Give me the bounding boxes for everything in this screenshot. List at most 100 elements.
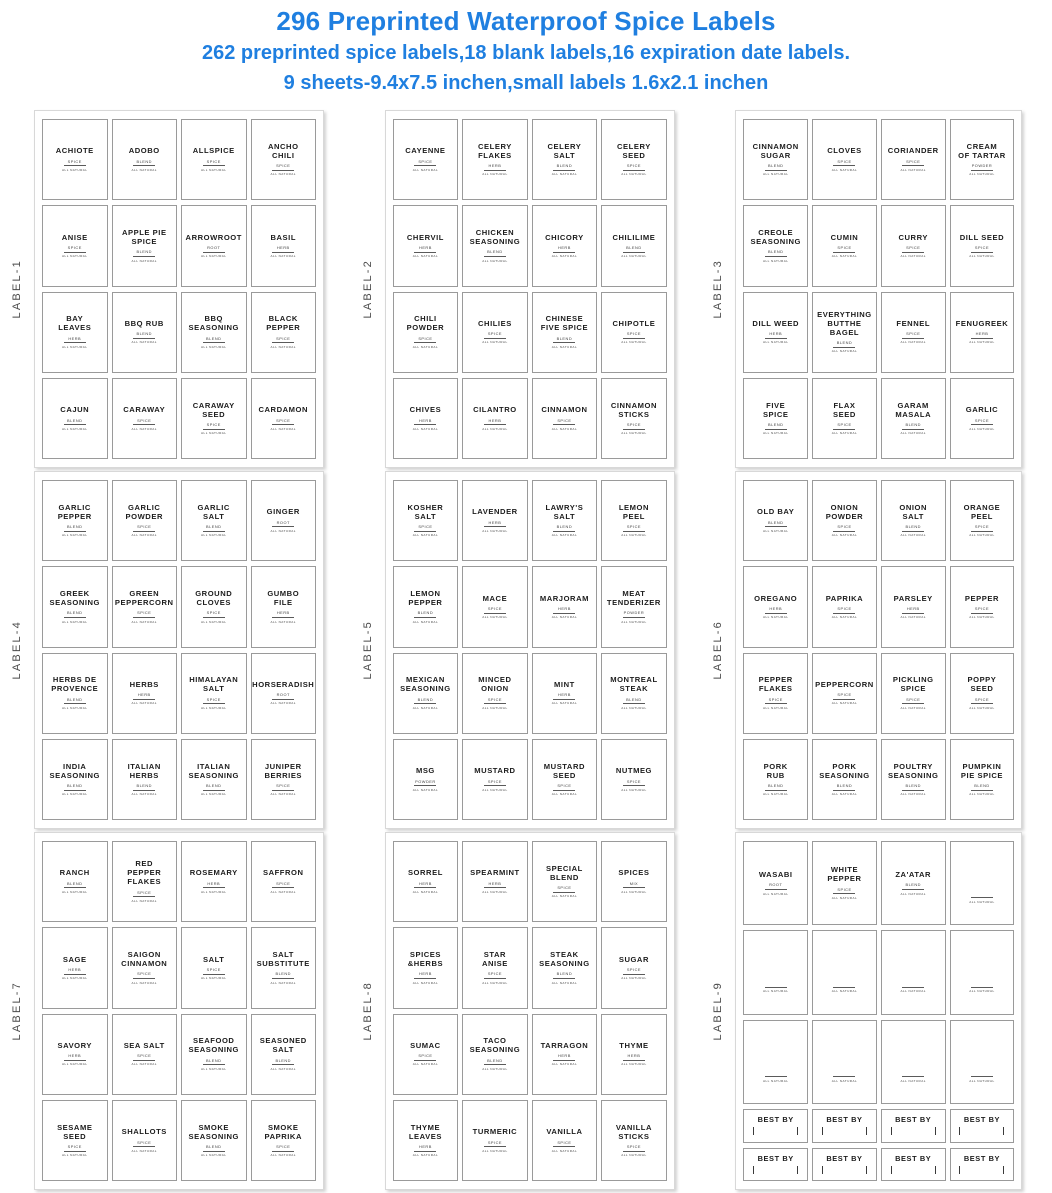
spice-label[interactable]: VANILLA SPICE ALL NATURAL (531, 1099, 598, 1181)
blank-label[interactable]: ALL NATURAL (812, 1019, 877, 1105)
spice-label[interactable]: GUMBO FILE HERB ALL NATURAL (250, 566, 316, 648)
spice-label[interactable]: ONION SALT BLEND ALL NATURAL (880, 480, 946, 562)
blank-label[interactable]: ALL NATURAL (880, 1019, 946, 1105)
spice-label[interactable]: ACHIOTE SPICE ALL NATURAL (42, 119, 108, 201)
spice-label[interactable]: LEMON PEPPER BLEND ALL NATURAL (392, 566, 459, 648)
spice-label[interactable]: FENNEL SPICE ALL NATURAL (880, 291, 946, 373)
spice-label[interactable]: VANILLA STICKS SPICE ALL NATURAL (601, 1099, 667, 1181)
spice-label[interactable]: BAY LEAVES HERB ALL NATURAL (42, 291, 108, 373)
spice-label[interactable]: BLACK PEPPER SPICE ALL NATURAL (250, 291, 316, 373)
expiration-date-label[interactable]: BEST BY (743, 1109, 809, 1143)
spice-label[interactable]: SEA SALT SPICE ALL NATURAL (111, 1013, 177, 1095)
spice-label[interactable]: PARSLEY HERB ALL NATURAL (880, 566, 946, 648)
expiration-date-label[interactable]: BEST BY (743, 1147, 809, 1181)
spice-label[interactable]: HERBS HERB ALL NATURAL (111, 652, 177, 734)
spice-label[interactable]: ANISE SPICE ALL NATURAL (42, 205, 108, 287)
blank-label[interactable]: ALL NATURAL (812, 930, 877, 1015)
spice-label[interactable]: ITALIAN SEASONING BLEND ALL NATURAL (181, 738, 247, 820)
spice-label[interactable]: ROSEMARY HERB ALL NATURAL (181, 841, 247, 923)
expiration-date-label[interactable]: BEST BY (880, 1147, 946, 1181)
spice-label[interactable]: GARLIC SALT BLEND ALL NATURAL (181, 480, 247, 562)
spice-label[interactable]: CREAM OF TARTAR POWDER ALL NATURAL (949, 119, 1015, 201)
spice-label[interactable]: SHALLOTS SPICE ALL NATURAL (111, 1099, 177, 1181)
spice-label[interactable]: PEPPERCORN SPICE ALL NATURAL (812, 652, 877, 734)
spice-label[interactable]: THYME HERB ALL NATURAL (601, 1013, 667, 1095)
label-sheet-1[interactable]: ACHIOTE SPICE ALL NATURAL ADOBO BLEND ALL NAT… (34, 110, 324, 468)
label-sheet-4[interactable]: GARLIC PEPPER BLEND ALL NATURAL GARLIC POWD… (34, 471, 324, 829)
spice-label[interactable]: FIVE SPICE BLEND ALL NATURAL (743, 377, 809, 459)
spice-label[interactable]: GARLIC SPICE ALL NATURAL (949, 377, 1015, 459)
spice-label[interactable]: BASIL HERB ALL NATURAL (250, 205, 316, 287)
spice-label[interactable]: PEPPER FLAKES SPICE ALL NATURAL (743, 652, 809, 734)
label-sheet-7[interactable]: RANCH BLEND ALL NATURAL RED PEPPER FLAKES SP… (34, 832, 324, 1190)
spice-label[interactable]: MUSTARD SPICE ALL NATURAL (462, 738, 528, 820)
spice-label[interactable]: PUMPKIN PIE SPICE BLEND ALL NATURAL (949, 738, 1015, 820)
label-sheet-2[interactable]: CAYENNE SPICE ALL NATURAL CELERY FLAKES HERB… (384, 110, 675, 468)
spice-label[interactable]: STAR ANISE SPICE ALL NATURAL (462, 927, 528, 1009)
spice-label[interactable]: DILL SEED SPICE ALL NATURAL (949, 205, 1015, 287)
spice-label[interactable]: SPICES &HERBS HERB ALL NATURAL (392, 927, 459, 1009)
expiration-date-label[interactable]: BEST BY (949, 1147, 1015, 1181)
spice-label[interactable]: PORK SEASONING BLEND ALL NATURAL (812, 738, 877, 820)
spice-label[interactable]: BBQ SEASONING BLEND ALL NATURAL (181, 291, 247, 373)
spice-label[interactable]: ONION POWDER SPICE ALL NATURAL (812, 480, 877, 562)
spice-label[interactable]: ADOBO BLEND ALL NATURAL (111, 119, 177, 201)
label-sheet-3[interactable]: CINNAMON SUGAR BLEND ALL NATURAL CLOVES SPIC… (735, 110, 1023, 468)
spice-label[interactable]: SAVORY HERB ALL NATURAL (42, 1013, 108, 1095)
spice-label[interactable]: SAIGON CINNAMON SPICE ALL NATURAL (111, 927, 177, 1009)
spice-label[interactable]: STEAK SEASONING BLEND ALL NATURAL (531, 927, 598, 1009)
spice-label[interactable]: CINNAMON SPICE ALL NATURAL (531, 377, 598, 459)
spice-label[interactable]: NUTMEG SPICE ALL NATURAL (601, 738, 667, 820)
spice-label[interactable]: THYME LEAVES HERB ALL NATURAL (392, 1099, 459, 1181)
expiration-date-label[interactable]: BEST BY (949, 1109, 1015, 1143)
spice-label[interactable]: GARAM MASALA BLEND ALL NATURAL (880, 377, 946, 459)
spice-label[interactable]: KOSHER SALT SPICE ALL NATURAL (392, 480, 459, 562)
spice-label[interactable]: SUGAR SPICE ALL NATURAL (601, 927, 667, 1009)
spice-label[interactable]: OLD BAY BLEND ALL NATURAL (743, 480, 809, 562)
spice-label[interactable]: MACE SPICE ALL NATURAL (462, 566, 528, 648)
spice-label[interactable]: SEASONED SALT BLEND ALL NATURAL (250, 1013, 316, 1095)
spice-label[interactable]: LEMON PEEL SPICE ALL NATURAL (601, 480, 667, 562)
spice-label[interactable]: CHIPOTLE SPICE ALL NATURAL (601, 291, 667, 373)
spice-label[interactable]: CAJUN BLEND ALL NATURAL (42, 377, 108, 459)
spice-label[interactable]: SPECIAL BLEND SPICE ALL NATURAL (531, 841, 598, 923)
spice-label[interactable]: CLOVES SPICE ALL NATURAL (812, 119, 877, 201)
spice-label[interactable]: CILANTRO HERB ALL NATURAL (462, 377, 528, 459)
spice-label[interactable]: TACO SEASONING BLEND ALL NATURAL (462, 1013, 528, 1095)
blank-label[interactable]: ALL NATURAL (949, 1019, 1015, 1105)
spice-label[interactable]: CELERY SALT BLEND ALL NATURAL (531, 119, 598, 201)
spice-label[interactable]: DILL WEED HERB ALL NATURAL (743, 291, 809, 373)
label-sheet-6[interactable]: OLD BAY BLEND ALL NATURAL ONION POWDER SPICE… (735, 471, 1023, 829)
blank-label[interactable]: ALL NATURAL (949, 930, 1015, 1015)
spice-label[interactable]: CHILI POWDER SPICE ALL NATURAL (392, 291, 459, 373)
spice-label[interactable]: RANCH BLEND ALL NATURAL (42, 841, 108, 923)
spice-label[interactable]: SAGE HERB ALL NATURAL (42, 927, 108, 1009)
spice-label[interactable]: RED PEPPER FLAKES SPICE ALL NATURAL (111, 841, 177, 923)
spice-label[interactable]: CARAWAY SPICE ALL NATURAL (111, 377, 177, 459)
spice-label[interactable]: CHIVES HERB ALL NATURAL (392, 377, 459, 459)
spice-label[interactable]: WASABI ROOT ALL NATURAL (743, 841, 809, 926)
spice-label[interactable]: TURMERIC SPICE ALL NATURAL (462, 1099, 528, 1181)
spice-label[interactable]: CHILILIME BLEND ALL NATURAL (601, 205, 667, 287)
spice-label[interactable]: PICKLING SPICE SPICE ALL NATURAL (880, 652, 946, 734)
spice-label[interactable]: MARJORAM HERB ALL NATURAL (531, 566, 598, 648)
blank-label[interactable]: ALL NATURAL (949, 841, 1015, 926)
blank-label[interactable]: ALL NATURAL (743, 1019, 809, 1105)
spice-label[interactable]: CURRY SPICE ALL NATURAL (880, 205, 946, 287)
spice-label[interactable]: CHICKEN SEASONING BLEND ALL NATURAL (462, 205, 528, 287)
spice-label[interactable]: CAYENNE SPICE ALL NATURAL (392, 119, 459, 201)
spice-label[interactable]: LAWRY'S SALT BLEND ALL NATURAL (531, 480, 598, 562)
spice-label[interactable]: GREEK SEASONING BLEND ALL NATURAL (42, 566, 108, 648)
spice-label[interactable]: GREEN PEPPERCORN SPICE ALL NATURAL (111, 566, 177, 648)
spice-label[interactable]: ALLSPICE SPICE ALL NATURAL (181, 119, 247, 201)
spice-label[interactable]: CHILIES SPICE ALL NATURAL (462, 291, 528, 373)
spice-label[interactable]: GROUND CLOVES SPICE ALL NATURAL (181, 566, 247, 648)
spice-label[interactable]: CELERY SEED SPICE ALL NATURAL (601, 119, 667, 201)
spice-label[interactable]: POULTRY SEASONING BLEND ALL NATURAL (880, 738, 946, 820)
spice-label[interactable]: MUSTARD SEED SPICE ALL NATURAL (531, 738, 598, 820)
spice-label[interactable]: CUMIN SPICE ALL NATURAL (812, 205, 877, 287)
blank-label[interactable]: ALL NATURAL (743, 930, 809, 1015)
spice-label[interactable]: PORK RUB BLEND ALL NATURAL (743, 738, 809, 820)
spice-label[interactable]: MONTREAL STEAK BLEND ALL NATURAL (601, 652, 667, 734)
spice-label[interactable]: MEXICAN SEASONING BLEND ALL NATURAL (392, 652, 459, 734)
